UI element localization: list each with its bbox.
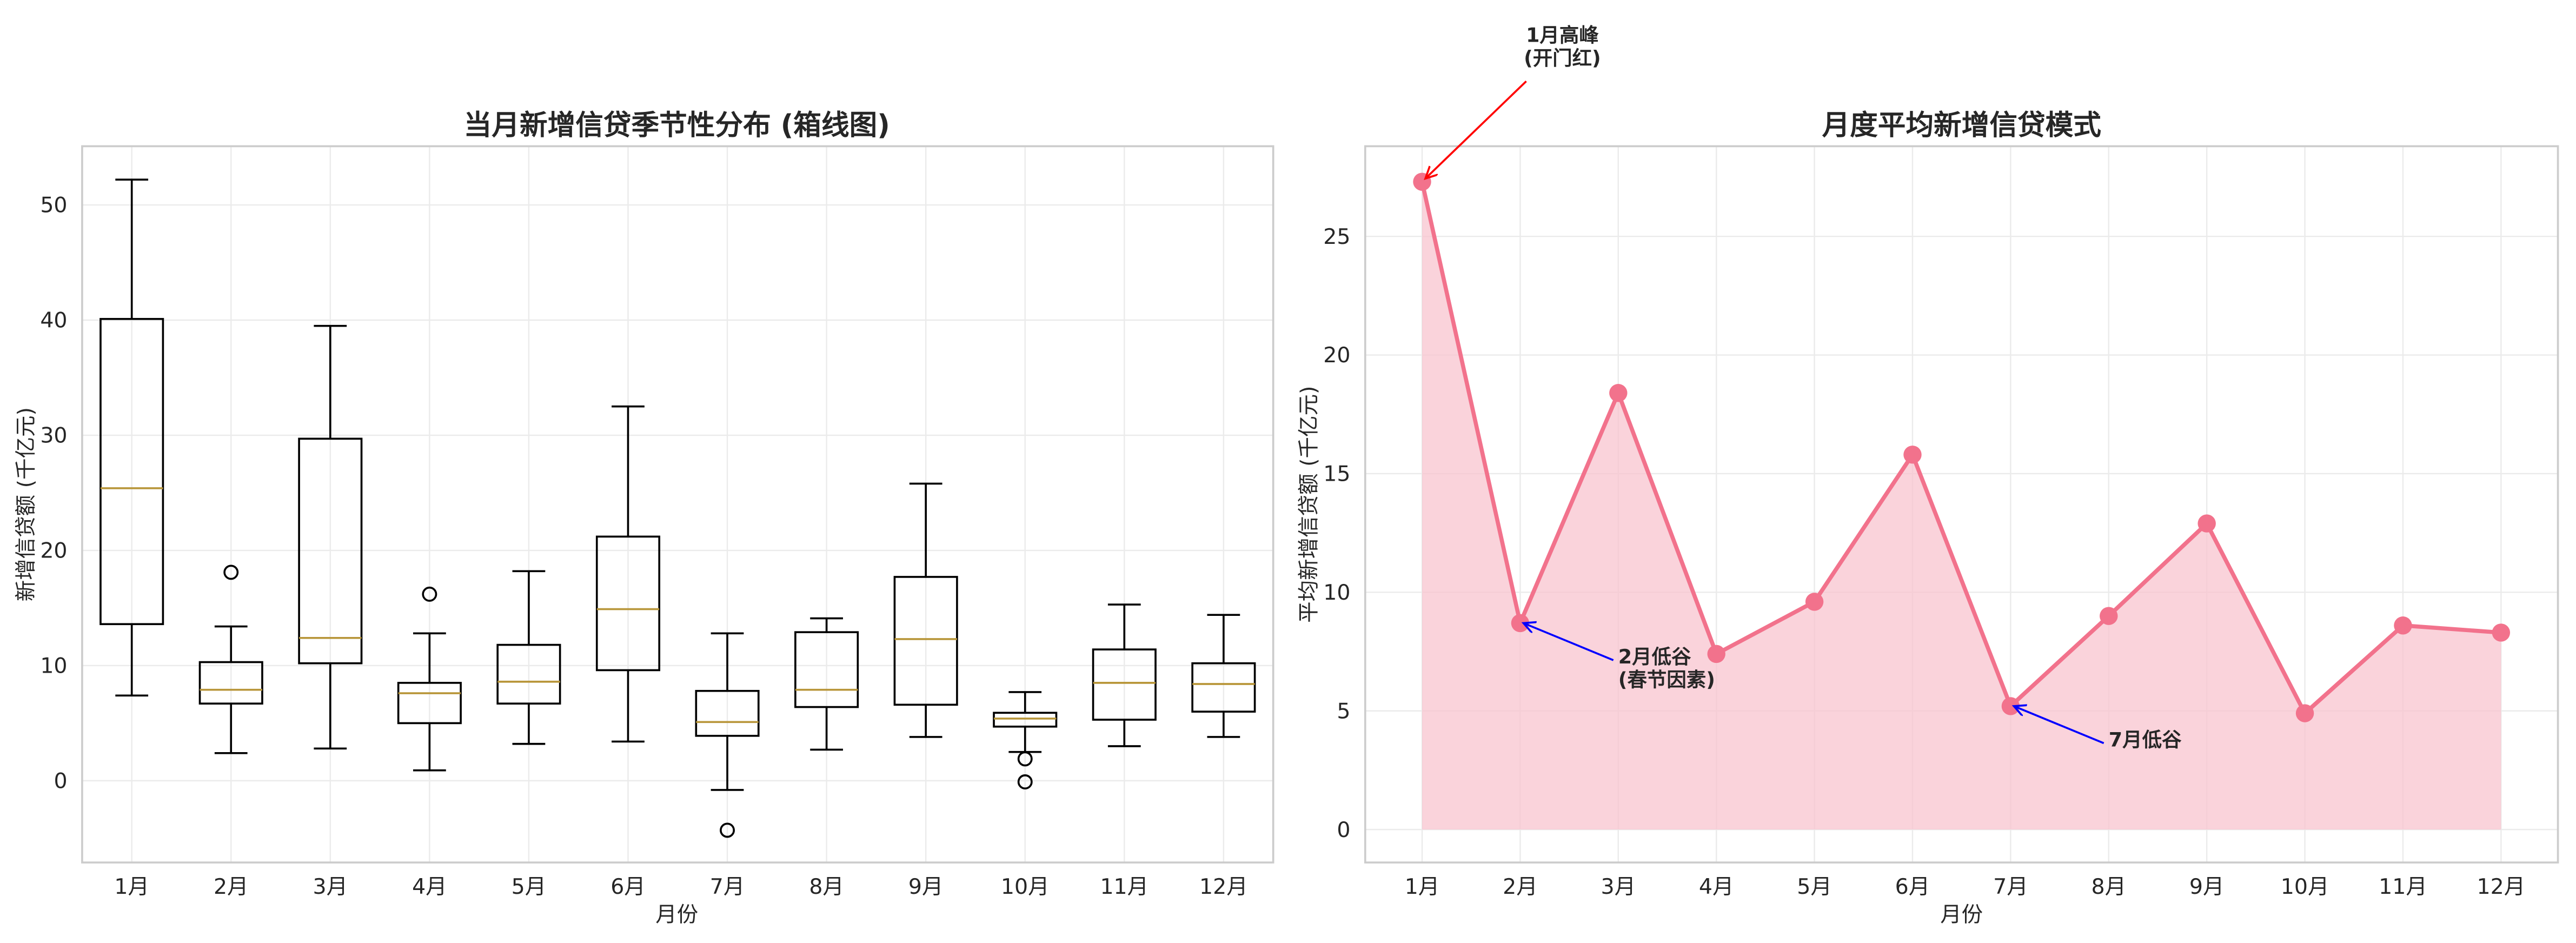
x-tick-label: 3月 [313,874,348,899]
right-chart-title: 月度平均新增信贷模式 [1822,109,2101,142]
series-line [1420,181,2501,717]
x-tick-label: 11月 [2379,874,2427,899]
iqr-box [298,437,363,665]
y-tick-label: 0 [54,769,67,794]
annotation-text: (春节因素) [1618,668,1715,692]
x-tick-label: 8月 [809,874,844,899]
annotation-text: (开门红) [1524,47,1601,70]
iqr-box [794,631,859,708]
y-tick-label: 5 [1337,699,1350,723]
annotation-arrow [2014,706,2104,745]
data-point [1805,593,1824,611]
y-tick-label: 50 [40,193,67,218]
y-tick-label: 10 [40,654,67,679]
left-x-axis-label: 月份 [655,902,698,927]
x-tick-label: 9月 [908,874,944,899]
x-tick-label: 7月 [710,874,745,899]
data-point [2001,697,2020,715]
outlier-point [1017,751,1033,767]
box-7月 [695,632,760,838]
y-tick-label: 15 [1323,462,1350,487]
iqr-box [695,689,760,737]
boxplot-chart: 当月新增信贷季节性分布 (箱线图) 月份 新增信贷额 (千亿元) 1月 2月 3月 4… [14,109,1274,927]
left-y-axis-label: 新增信贷额 (千亿元) [14,407,38,601]
box-9月 [893,482,958,738]
x-tick-label: 12月 [2477,874,2526,899]
outlier-point [1017,774,1033,790]
x-tick-label: 4月 [1699,874,1734,899]
outlier-point [720,822,735,838]
x-tick-label: 1月 [114,874,149,899]
x-tick-label: 11月 [1100,874,1148,899]
right-x-axis-label: 月份 [1940,902,1983,927]
x-tick-label: 9月 [2189,874,2225,899]
iqr-box [1191,662,1256,713]
data-point [2100,607,2118,625]
y-tick-label: 25 [1323,224,1350,249]
y-tick-label: 40 [40,308,67,333]
box-6月 [595,405,661,743]
box-10月 [993,691,1058,790]
y-tick-label: 30 [40,423,67,448]
x-tick-label: 12月 [1199,874,1248,899]
y-tick-label: 20 [1323,343,1350,368]
y-tick-label: 0 [1337,818,1350,842]
iqr-box [397,682,462,725]
x-tick-label: 6月 [1895,874,1930,899]
plot-frame [1364,145,2559,864]
iqr-box [595,535,661,672]
left-chart-title: 当月新增信贷季节性分布 (箱线图) [464,109,890,142]
x-tick-label: 5月 [512,874,547,899]
x-tick-label: 3月 [1601,874,1636,899]
iqr-box [99,318,164,626]
x-tick-label: 5月 [1797,874,1832,899]
iqr-box [496,643,561,705]
iqr-box [198,661,263,705]
x-tick-label: 2月 [1503,874,1538,899]
y-tick-label: 10 [1323,580,1350,605]
data-point [1511,614,1530,633]
data-point [2492,623,2511,642]
annotation-text: 2月低谷 [1618,645,1691,668]
outlier-point [223,565,239,580]
box-1月 [99,178,164,697]
data-point [2295,704,2314,722]
data-point [1609,384,1628,402]
iqr-box [993,712,1058,728]
right-y-axis-label: 平均新增信贷额 (千亿元) [1297,386,1322,623]
data-point [2394,616,2412,635]
box-12月 [1191,614,1256,738]
x-tick-label: 1月 [1405,874,1440,899]
iqr-box [1092,648,1157,721]
x-tick-label: 10月 [1001,874,1050,899]
x-tick-label: 10月 [2281,874,2329,899]
y-tick-label: 20 [40,539,67,563]
box-5月 [496,570,561,745]
line-chart: 月度平均新增信贷模式 月份 平均新增信贷额 (千亿元) 1月 2月 3月 4月 5月 6月… [1297,23,2559,927]
iqr-box [893,576,958,706]
outlier-point [422,586,437,602]
box-3月 [298,324,363,750]
x-tick-label: 8月 [2091,874,2126,899]
box-2月 [198,565,263,754]
annotation-arrow [1425,80,1527,178]
plot-frame [81,145,1274,864]
annotation-text: 7月低谷 [2109,728,2182,752]
x-tick-label: 6月 [610,874,646,899]
x-tick-label: 7月 [1993,874,2028,899]
data-point [2197,514,2216,533]
area-fill [1422,182,2501,830]
box-11月 [1092,603,1157,747]
annotation-arrow [1523,623,1614,661]
x-tick-label: 2月 [214,874,249,899]
data-point [1903,446,1922,464]
annotation-text: 1月高峰 [1526,23,1599,47]
box-8月 [794,617,859,751]
box-4月 [397,586,462,772]
x-tick-label: 4月 [412,874,447,899]
data-point [1707,645,1725,663]
